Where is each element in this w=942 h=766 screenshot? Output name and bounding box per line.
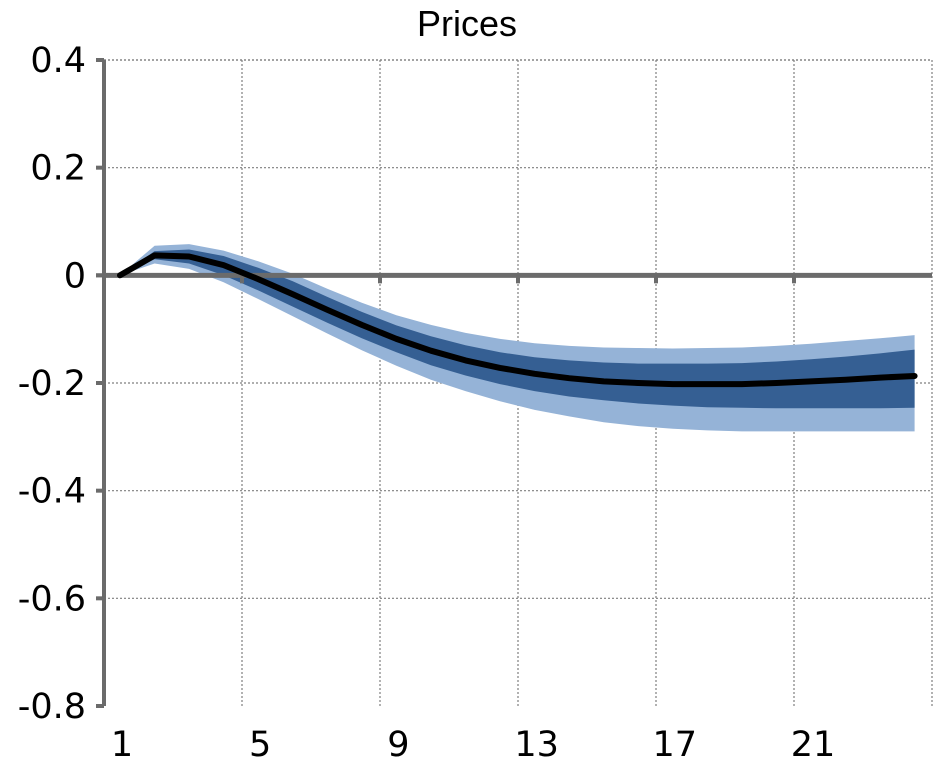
y-tick-label: -0.8 [18,687,86,727]
chart-title: Prices [417,3,517,44]
x-tick-label: 17 [653,725,698,765]
y-tick-label: -0.2 [18,364,86,404]
x-tick-label: 21 [791,725,836,765]
x-tick-label: 1 [111,725,133,765]
grid-lines [104,59,933,706]
x-tick-labels: 1 5 9 13 17 21 [111,725,835,765]
y-tick-label: -0.4 [18,472,86,512]
y-tick-label: 0 [64,256,86,296]
y-tick-label: 0.2 [30,149,86,189]
y-tick-label: -0.6 [18,579,86,619]
x-tick-label: 13 [514,725,559,765]
series-line [117,252,918,388]
y-tick-labels: 0.4 0.2 0 -0.2 -0.4 -0.6 -0.8 [18,41,86,727]
x-tick-label: 5 [249,725,271,765]
x-tick-label: 9 [387,725,409,765]
confidence-band [120,249,915,409]
series-lines [117,252,918,388]
y-tick-label: 0.4 [30,41,86,81]
